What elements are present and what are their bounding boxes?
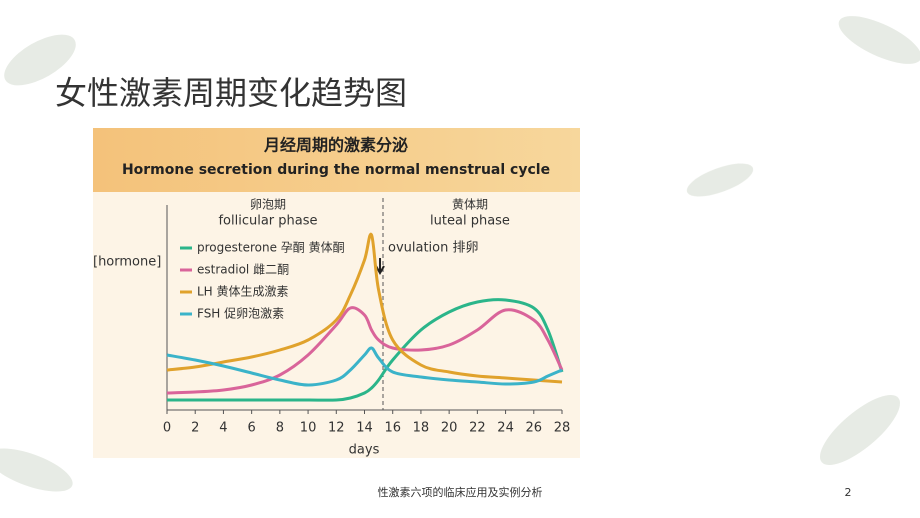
phase-label: luteal phase xyxy=(430,214,510,229)
slide-title: 女性激素周期变化趋势图 xyxy=(55,74,407,112)
phase-label: 卵泡期 xyxy=(250,198,286,212)
x-tick-label: 0 xyxy=(163,421,171,436)
x-tick-label: 10 xyxy=(300,421,317,436)
x-tick-label: 8 xyxy=(276,421,284,436)
x-tick-label: 16 xyxy=(384,421,401,436)
chart-header xyxy=(93,128,580,192)
x-tick-label: 14 xyxy=(356,421,373,436)
y-axis-label: [hormone] xyxy=(93,255,161,270)
decoration xyxy=(0,16,920,492)
x-tick-label: 24 xyxy=(497,421,514,436)
x-tick-label: 6 xyxy=(248,421,256,436)
legend-label: estradiol 雌二酮 xyxy=(197,262,289,277)
series-line xyxy=(167,298,564,402)
x-tick-label: 2 xyxy=(191,421,199,436)
x-axis-label: days xyxy=(349,443,380,458)
chart-subtitle: Hormone secretion during the normal mens… xyxy=(122,162,550,178)
page-number: 2 xyxy=(845,486,852,499)
x-tick-label: 4 xyxy=(219,421,227,436)
x-tick-label: 26 xyxy=(526,421,543,436)
legend-label: FSH 促卵泡激素 xyxy=(197,307,284,321)
chart-title: 月经周期的激素分泌 xyxy=(263,136,408,155)
series-line xyxy=(166,232,563,384)
legend-label: LH 黄体生成激素 xyxy=(197,285,289,299)
ovulation-arrow xyxy=(375,258,385,276)
series-line xyxy=(166,306,564,395)
x-tick-label: 20 xyxy=(441,421,458,436)
footer: 性激素六项的临床应用及实例分析 xyxy=(378,485,543,499)
x-tick-label: 28 xyxy=(554,421,571,436)
phase-label: 黄体期 xyxy=(452,198,488,212)
ovulation-label: ovulation 排卵 xyxy=(388,241,479,256)
x-tick-label: 22 xyxy=(469,421,486,436)
phase-label: follicular phase xyxy=(218,214,317,229)
series-line xyxy=(166,346,563,387)
legend-label: progesterone 孕酮 黄体酮 xyxy=(197,241,345,255)
x-tick-label: 18 xyxy=(413,421,430,436)
x-tick-label: 12 xyxy=(328,421,345,436)
